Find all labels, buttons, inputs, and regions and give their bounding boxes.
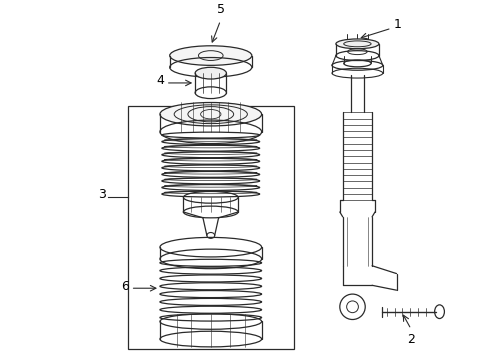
Text: 4: 4 bbox=[156, 75, 163, 87]
Ellipse shape bbox=[195, 67, 226, 79]
Ellipse shape bbox=[335, 39, 378, 49]
Text: 1: 1 bbox=[393, 18, 401, 31]
Bar bbox=[127, 107, 293, 349]
Ellipse shape bbox=[169, 46, 251, 66]
Text: 2: 2 bbox=[407, 333, 414, 346]
Ellipse shape bbox=[160, 103, 261, 126]
Text: 6: 6 bbox=[121, 280, 128, 293]
Text: 3: 3 bbox=[98, 188, 106, 201]
Text: 5: 5 bbox=[216, 4, 224, 17]
